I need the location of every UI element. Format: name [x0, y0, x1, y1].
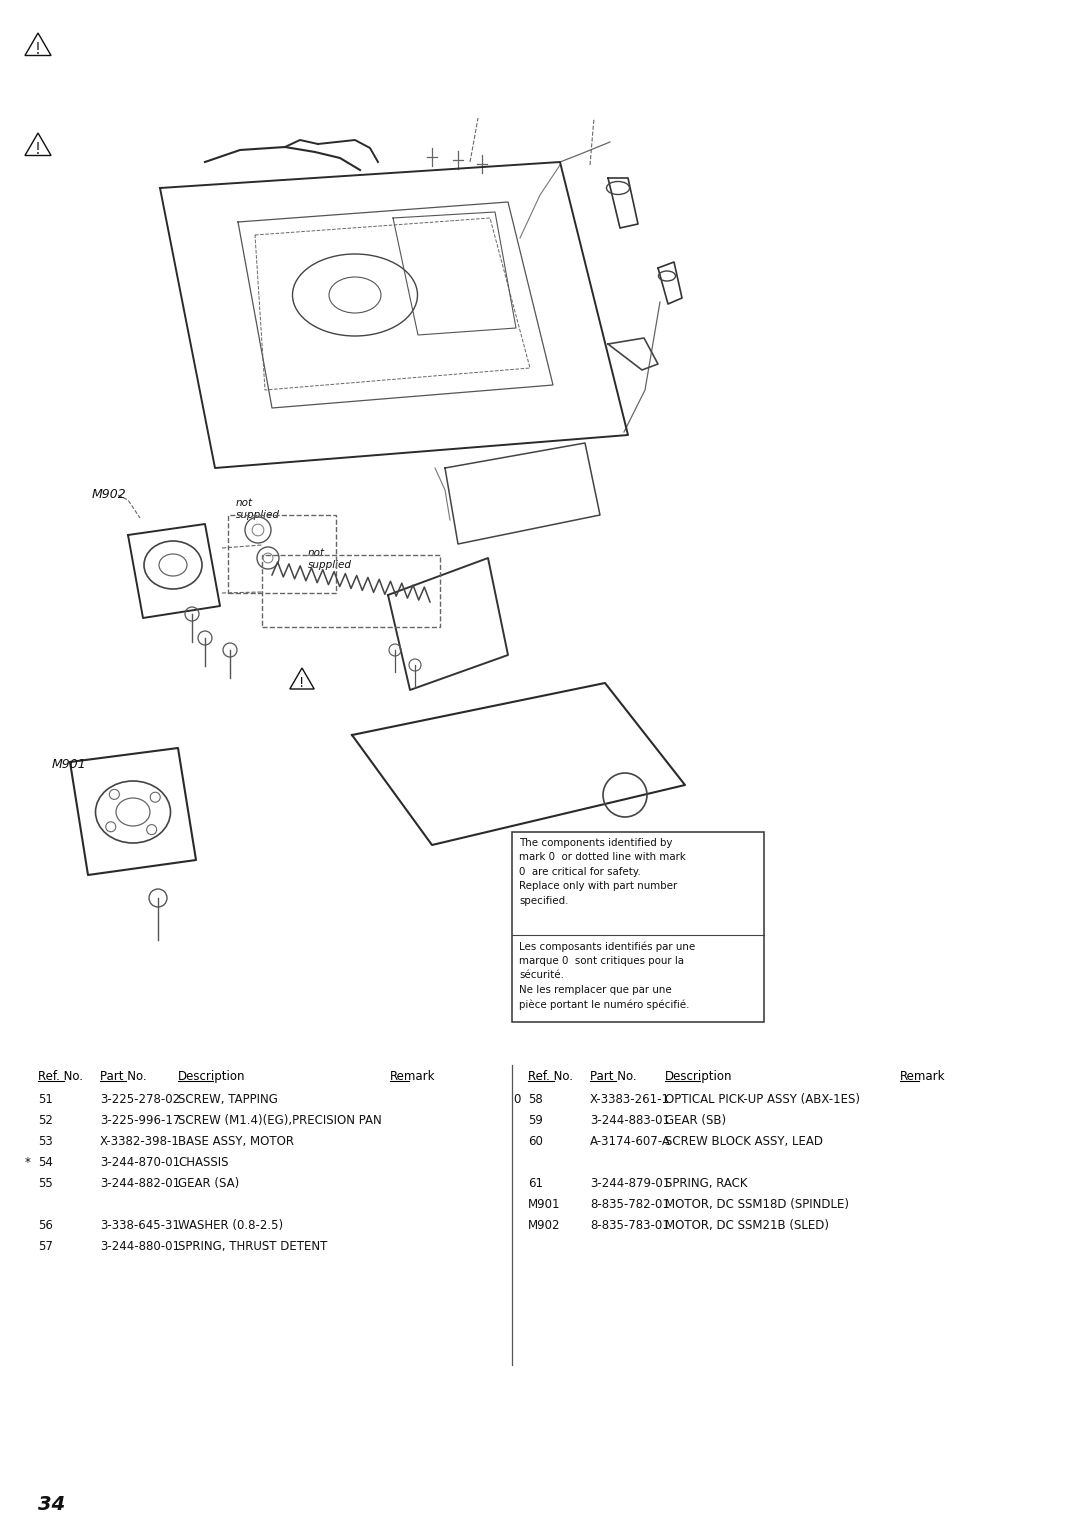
Text: SCREW BLOCK ASSY, LEAD: SCREW BLOCK ASSY, LEAD	[665, 1135, 823, 1148]
Text: 59: 59	[528, 1114, 543, 1128]
Text: 52: 52	[38, 1114, 53, 1128]
Text: X-3383-261-1: X-3383-261-1	[590, 1093, 670, 1106]
Text: M901: M901	[52, 758, 86, 772]
Text: 0: 0	[513, 1093, 521, 1106]
Text: OPTICAL PICK-UP ASSY (ABX-1ES): OPTICAL PICK-UP ASSY (ABX-1ES)	[665, 1093, 860, 1106]
Text: 61: 61	[528, 1177, 543, 1190]
Text: GEAR (SB): GEAR (SB)	[665, 1114, 726, 1128]
Text: 3-338-645-31: 3-338-645-31	[100, 1219, 180, 1232]
Text: Description: Description	[665, 1070, 732, 1083]
Text: 3-225-996-17: 3-225-996-17	[100, 1114, 180, 1128]
Text: 60: 60	[528, 1135, 543, 1148]
Text: MOTOR, DC SSM21B (SLED): MOTOR, DC SSM21B (SLED)	[665, 1219, 829, 1232]
Text: SCREW, TAPPING: SCREW, TAPPING	[178, 1093, 278, 1106]
Text: 3-225-278-02: 3-225-278-02	[100, 1093, 180, 1106]
Text: Les composants identifiés par une
marque 0  sont critiques pour la
sécurité.
Ne : Les composants identifiés par une marque…	[519, 941, 696, 1010]
Text: 51: 51	[38, 1093, 53, 1106]
Text: 3-244-880-01: 3-244-880-01	[100, 1241, 180, 1253]
Text: 53: 53	[38, 1135, 53, 1148]
Text: Description: Description	[178, 1070, 245, 1083]
Text: MOTOR, DC SSM18D (SPINDLE): MOTOR, DC SSM18D (SPINDLE)	[665, 1198, 849, 1212]
Text: Part No.: Part No.	[100, 1070, 147, 1083]
Text: CHASSIS: CHASSIS	[178, 1157, 229, 1169]
Text: 54: 54	[38, 1157, 53, 1169]
Text: !: !	[299, 677, 305, 691]
Text: BASE ASSY, MOTOR: BASE ASSY, MOTOR	[178, 1135, 294, 1148]
Text: 34: 34	[38, 1494, 65, 1514]
Text: Ref. No.: Ref. No.	[38, 1070, 83, 1083]
Text: 3-244-870-01: 3-244-870-01	[100, 1157, 180, 1169]
Text: !: !	[35, 142, 41, 157]
Text: 57: 57	[38, 1241, 53, 1253]
Text: !: !	[35, 41, 41, 57]
Text: 55: 55	[38, 1177, 53, 1190]
Text: 8-835-782-01: 8-835-782-01	[590, 1198, 670, 1212]
Text: GEAR (SA): GEAR (SA)	[178, 1177, 240, 1190]
Text: Ref. No.: Ref. No.	[528, 1070, 573, 1083]
Text: SPRING, RACK: SPRING, RACK	[665, 1177, 747, 1190]
Text: Part No.: Part No.	[590, 1070, 636, 1083]
Text: Remark: Remark	[900, 1070, 945, 1083]
Text: 58: 58	[528, 1093, 543, 1106]
Text: not
supplied: not supplied	[237, 498, 280, 521]
Text: X-3382-398-1: X-3382-398-1	[100, 1135, 180, 1148]
Bar	[228, 515, 336, 593]
Text: Remark: Remark	[390, 1070, 435, 1083]
Text: not
supplied: not supplied	[308, 549, 352, 570]
Text: 8-835-783-01: 8-835-783-01	[590, 1219, 670, 1232]
Text: 3-244-882-01: 3-244-882-01	[100, 1177, 180, 1190]
Text: M902: M902	[92, 487, 126, 501]
Text: A-3174-607-A: A-3174-607-A	[590, 1135, 671, 1148]
Text: 56: 56	[38, 1219, 53, 1232]
Bar	[262, 555, 440, 626]
Text: SCREW (M1.4)(EG),PRECISION PAN: SCREW (M1.4)(EG),PRECISION PAN	[178, 1114, 381, 1128]
Text: M901: M901	[528, 1198, 561, 1212]
Bar	[512, 833, 764, 1022]
Text: SPRING, THRUST DETENT: SPRING, THRUST DETENT	[178, 1241, 327, 1253]
Text: WASHER (0.8-2.5): WASHER (0.8-2.5)	[178, 1219, 283, 1232]
Text: M902: M902	[528, 1219, 561, 1232]
Text: *: *	[25, 1157, 31, 1169]
Text: The components identified by
mark 0  or dotted line with mark
0  are critical fo: The components identified by mark 0 or d…	[519, 837, 686, 906]
Text: 3-244-883-01: 3-244-883-01	[590, 1114, 670, 1128]
Text: 3-244-879-01: 3-244-879-01	[590, 1177, 671, 1190]
